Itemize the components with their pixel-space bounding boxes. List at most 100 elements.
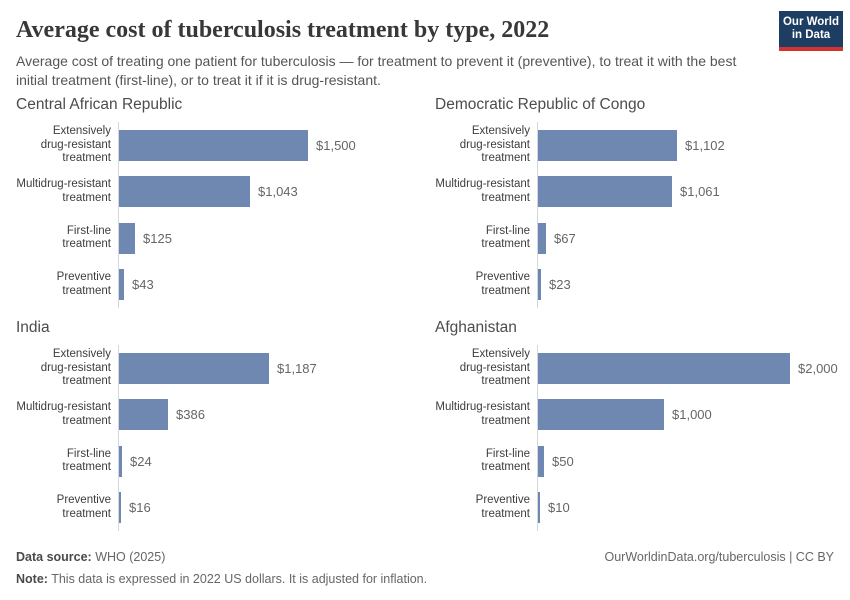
bar[interactable]: [538, 176, 672, 208]
bar-track: $1,500: [118, 122, 416, 169]
category-label: Extensively drug-resistant treatment: [40, 125, 111, 164]
category-label: Preventive treatment: [56, 271, 111, 297]
chart-subtitle: Average cost of treating one patient for…: [16, 53, 737, 89]
bar-row: First-line treatment $50: [435, 438, 835, 485]
data-source-text: WHO (2025): [91, 550, 166, 564]
page-title: Average cost of tuberculosis treatment b…: [16, 17, 550, 43]
bar[interactable]: [119, 399, 168, 431]
value-label: $1,187: [277, 360, 317, 376]
y-axis-line: [537, 345, 538, 531]
bar-row: First-line treatment $24: [16, 438, 416, 485]
chart-panel: Afghanistan Extensively drug-resistant t…: [435, 319, 838, 532]
panel-title: Democratic Republic of Congo: [435, 96, 646, 113]
bar[interactable]: [119, 222, 135, 254]
owid-logo-line1: Our World: [782, 16, 839, 28]
y-axis-line: [118, 345, 119, 531]
bar-track: $16: [118, 485, 416, 532]
category-label: Extensively drug-resistant treatment: [459, 125, 530, 164]
bar-track: $23: [537, 262, 835, 309]
data-source-line: Data source: WHO (2025): [16, 546, 427, 568]
category-label: Preventive treatment: [475, 271, 530, 297]
chart-panel: India Extensively drug-resistant treatme…: [16, 319, 416, 531]
bar-track: $1,061: [537, 169, 835, 216]
bar[interactable]: [538, 399, 664, 431]
category-label: Preventive treatment: [475, 494, 530, 520]
value-label: $67: [554, 230, 576, 246]
category-label: First-line treatment: [481, 447, 530, 474]
bar[interactable]: [119, 445, 122, 477]
bar[interactable]: [538, 445, 544, 477]
category-label: First-line treatment: [62, 224, 111, 251]
bar-track: $50: [537, 438, 835, 485]
category-label: Multidrug-resistant treatment: [16, 401, 111, 427]
bar[interactable]: [119, 492, 121, 524]
bar-row: Preventive treatment $10: [435, 485, 835, 532]
owid-logo-accent-bar: [779, 47, 843, 51]
chart-panel: Central African Republic Extensively dru…: [16, 96, 416, 308]
category-label: Preventive treatment: [56, 494, 111, 520]
panel-title: Central African Republic: [16, 96, 183, 113]
value-label: $24: [130, 453, 152, 469]
owid-link[interactable]: OurWorldinData.org/tuberculosis | CC BY: [604, 550, 835, 564]
value-label: $125: [143, 230, 172, 246]
bar-track: $10: [537, 485, 835, 532]
value-label: $386: [176, 407, 205, 423]
owid-logo[interactable]: Our World in Data: [779, 11, 843, 51]
bar-track: $2,000: [537, 345, 838, 392]
note-label: Note:: [16, 572, 48, 586]
panel-title: Afghanistan: [435, 319, 517, 336]
data-source-label: Data source:: [16, 550, 92, 564]
bar-row: Multidrug-resistant treatment $1,000: [435, 392, 835, 439]
category-label: First-line treatment: [62, 447, 111, 474]
y-axis-line: [537, 122, 538, 308]
owid-logo-line2: in Data: [791, 29, 831, 41]
bar-track: $43: [118, 262, 416, 309]
y-axis-line: [118, 122, 119, 308]
bar-track: $24: [118, 438, 416, 485]
bar-track: $67: [537, 215, 835, 262]
bar-row: Extensively drug-resistant treatment $1,1…: [16, 345, 416, 392]
bar-row: First-line treatment $67: [435, 215, 835, 262]
bar-row: First-line treatment $125: [16, 215, 416, 262]
bar-row: Preventive treatment $23: [435, 262, 835, 309]
panel-title: India: [16, 319, 50, 336]
bar-track: $1,043: [118, 169, 416, 216]
value-label: $16: [129, 500, 151, 516]
bar-row: Preventive treatment $43: [16, 262, 416, 309]
bar[interactable]: [538, 222, 546, 254]
panel-body: Extensively drug-resistant treatment $2,0…: [435, 345, 838, 532]
footer-source-note: Data source: WHO (2025) Note: This data …: [16, 546, 427, 590]
bar-row: Preventive treatment $16: [16, 485, 416, 532]
value-label: $1,102: [685, 137, 725, 153]
bar-row: Extensively drug-resistant treatment $1,1…: [435, 122, 835, 169]
value-label: $1,500: [316, 137, 356, 153]
bar-row: Extensively drug-resistant treatment $1,5…: [16, 122, 416, 169]
bar-track: $125: [118, 215, 416, 262]
bar[interactable]: [119, 269, 124, 301]
bar-row: Multidrug-resistant treatment $386: [16, 392, 416, 439]
category-label: Multidrug-resistant treatment: [435, 401, 530, 427]
category-label: Extensively drug-resistant treatment: [40, 348, 111, 387]
value-label: $2,000: [798, 360, 838, 376]
note-text: This data is expressed in 2022 US dollar…: [47, 572, 428, 586]
bar[interactable]: [538, 269, 541, 301]
panel-body: Extensively drug-resistant treatment $1,1…: [435, 122, 835, 308]
bar-track: $1,102: [537, 122, 835, 169]
chart-panel: Democratic Republic of Congo Extensively…: [435, 96, 835, 308]
value-label: $1,000: [672, 407, 712, 423]
bar-track: $386: [118, 392, 416, 439]
bar[interactable]: [538, 492, 540, 524]
bar[interactable]: [119, 176, 250, 208]
value-label: $10: [548, 500, 570, 516]
bar[interactable]: [119, 129, 308, 161]
bar-track: $1,000: [537, 392, 835, 439]
bar[interactable]: [538, 129, 677, 161]
category-label: Multidrug-resistant treatment: [16, 178, 111, 204]
category-label: Extensively drug-resistant treatment: [459, 348, 530, 387]
bar-row: Multidrug-resistant treatment $1,061: [435, 169, 835, 216]
bar[interactable]: [119, 352, 269, 384]
bar-track: $1,187: [118, 345, 416, 392]
bar[interactable]: [538, 352, 790, 384]
panel-body: Extensively drug-resistant treatment $1,1…: [16, 345, 416, 531]
value-label: $50: [552, 453, 574, 469]
